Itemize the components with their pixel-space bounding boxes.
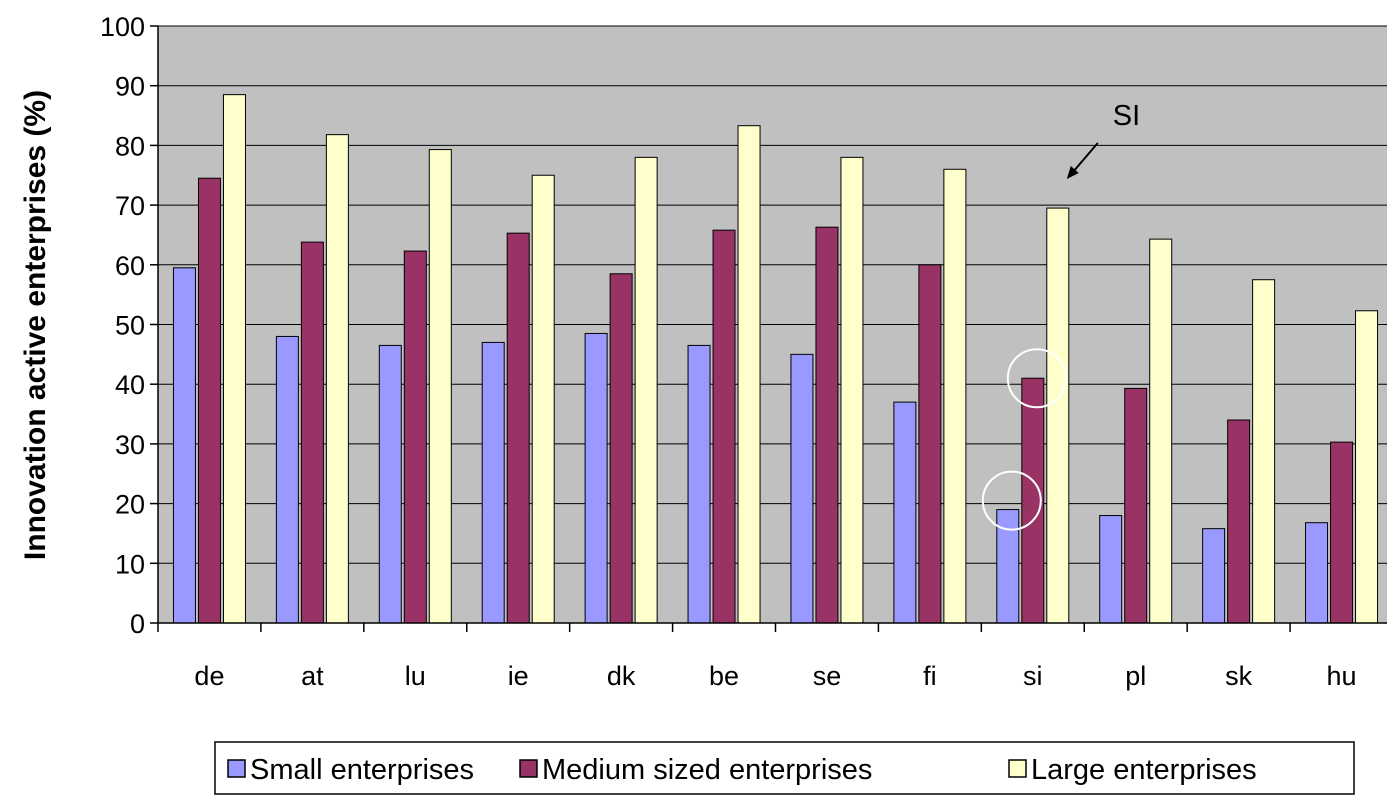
- highlights: [981, 348, 1067, 531]
- x-tick-label: at: [301, 661, 324, 691]
- annotation-arrow-head: [1066, 166, 1079, 179]
- legend-swatch: [519, 759, 538, 778]
- x-tick-label: se: [813, 661, 842, 691]
- bar-fi-large: [943, 168, 967, 624]
- x-tick-label: pl: [1125, 661, 1146, 691]
- bar-se-large: [840, 156, 864, 624]
- bar-hu-medium: [1330, 441, 1354, 624]
- x-tick-label: dk: [607, 661, 636, 691]
- bars: [172, 94, 1379, 624]
- bar-at-large: [325, 134, 349, 624]
- annotation-arrow-line: [1073, 142, 1099, 172]
- y-tick-labels: 0 10 20 30 40 50 60 70 80 90 100: [100, 12, 145, 639]
- axes: [150, 25, 1387, 632]
- annotation-label: SI: [1113, 100, 1140, 132]
- x-tick-label: sk: [1225, 661, 1253, 691]
- legend-box: [214, 741, 1355, 795]
- bar-pl-small: [1099, 515, 1123, 624]
- bar-pl-medium: [1124, 387, 1148, 624]
- bar-fi-medium: [918, 264, 942, 624]
- bar-de-large: [222, 94, 246, 624]
- y-tick-label: 60: [115, 251, 145, 281]
- bar-lu-small: [378, 344, 402, 624]
- bar-sk-large: [1252, 279, 1276, 624]
- bar-ie-medium: [506, 232, 530, 624]
- bar-fi-small: [893, 401, 917, 624]
- legend-swatch: [227, 759, 246, 778]
- x-tick-label: fi: [923, 661, 937, 691]
- legend: Small enterprises Medium sized enterprise…: [214, 741, 1355, 795]
- bar-ie-large: [531, 174, 555, 624]
- x-tick-label: lu: [405, 661, 426, 691]
- y-tick-label: 50: [115, 311, 145, 341]
- bar-de-small: [172, 267, 196, 624]
- bar-se-small: [790, 353, 814, 624]
- x-tick-label: de: [194, 661, 224, 691]
- bar-be-large: [737, 125, 761, 624]
- bar-lu-medium: [403, 250, 427, 624]
- bar-si-large: [1046, 207, 1070, 624]
- y-tick-label: 0: [130, 609, 145, 639]
- bar-se-medium: [815, 226, 839, 624]
- x-tick-labels: de at lu ie dk be se fi si pl sk hu: [194, 661, 1356, 691]
- x-tick-label: ie: [508, 661, 529, 691]
- bar-ie-small: [481, 341, 505, 624]
- y-tick-label: 80: [115, 131, 145, 161]
- bar-dk-medium: [609, 273, 633, 624]
- highlight-circle: [1006, 348, 1067, 409]
- y-tick-label: 10: [115, 549, 145, 579]
- y-axis-label: Innovation active enterprises (%): [19, 90, 52, 560]
- bar-be-small: [687, 344, 711, 624]
- legend-label: Large enterprises: [1031, 754, 1257, 786]
- annotation: SI: [1066, 100, 1140, 179]
- legend-label: Small enterprises: [250, 754, 474, 786]
- bar-sk-medium: [1227, 419, 1251, 624]
- y-tick-label: 100: [100, 12, 145, 42]
- legend-label: Medium sized enterprises: [542, 754, 872, 786]
- highlight-circle: [981, 470, 1042, 531]
- bar-lu-large: [428, 149, 452, 624]
- gridlines: [158, 25, 1387, 564]
- y-tick-label: 20: [115, 490, 145, 520]
- x-tick-label: si: [1023, 661, 1043, 691]
- bar-be-medium: [712, 229, 736, 624]
- y-tick-label: 70: [115, 191, 145, 221]
- bar-dk-large: [634, 156, 658, 624]
- bar-hu-small: [1305, 522, 1329, 624]
- y-tick-label: 40: [115, 370, 145, 400]
- y-tick-label: 90: [115, 72, 145, 102]
- bar-pl-large: [1149, 238, 1173, 624]
- bar-de-medium: [197, 177, 221, 624]
- bar-at-medium: [300, 241, 324, 624]
- x-tick-label: hu: [1327, 661, 1357, 691]
- legend-swatch: [1008, 759, 1027, 778]
- bar-hu-large: [1355, 310, 1379, 624]
- y-tick-label: 30: [115, 430, 145, 460]
- x-tick-label: be: [709, 661, 739, 691]
- bar-at-small: [275, 335, 299, 624]
- bar-dk-small: [584, 332, 608, 624]
- bar-sk-small: [1202, 528, 1226, 624]
